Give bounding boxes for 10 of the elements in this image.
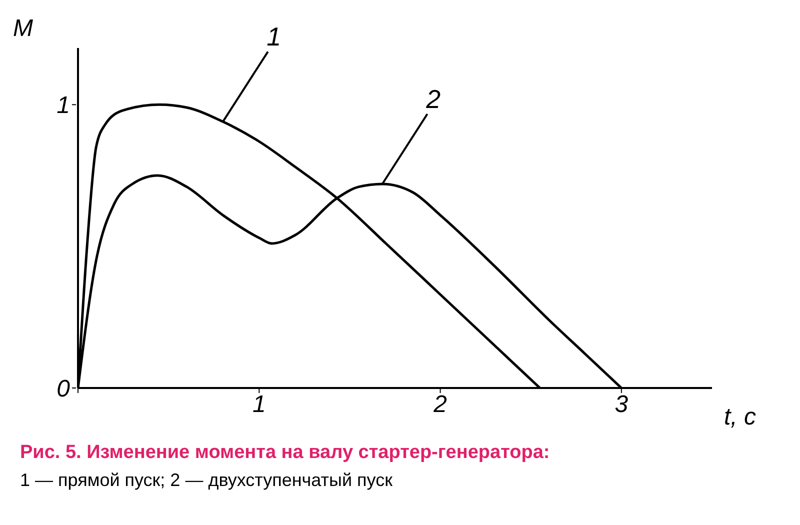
text: Рис. 5. Изменение момента на валу стартер-генератора: [19, 441, 551, 464]
x-tick-label: 3 [614, 391, 629, 418]
x-tick-label: 1 [252, 391, 266, 418]
x-axis-title: t, c [724, 404, 756, 431]
text: 1 [266, 22, 282, 52]
text: 2 [425, 84, 442, 114]
y-tick-label: 0 [56, 376, 71, 403]
x-tick-label: 2 [432, 391, 447, 418]
text: 1 — прямой пуск; 2 — двухступенчатый пуск [19, 469, 394, 492]
y-axis-title: M [13, 15, 33, 42]
